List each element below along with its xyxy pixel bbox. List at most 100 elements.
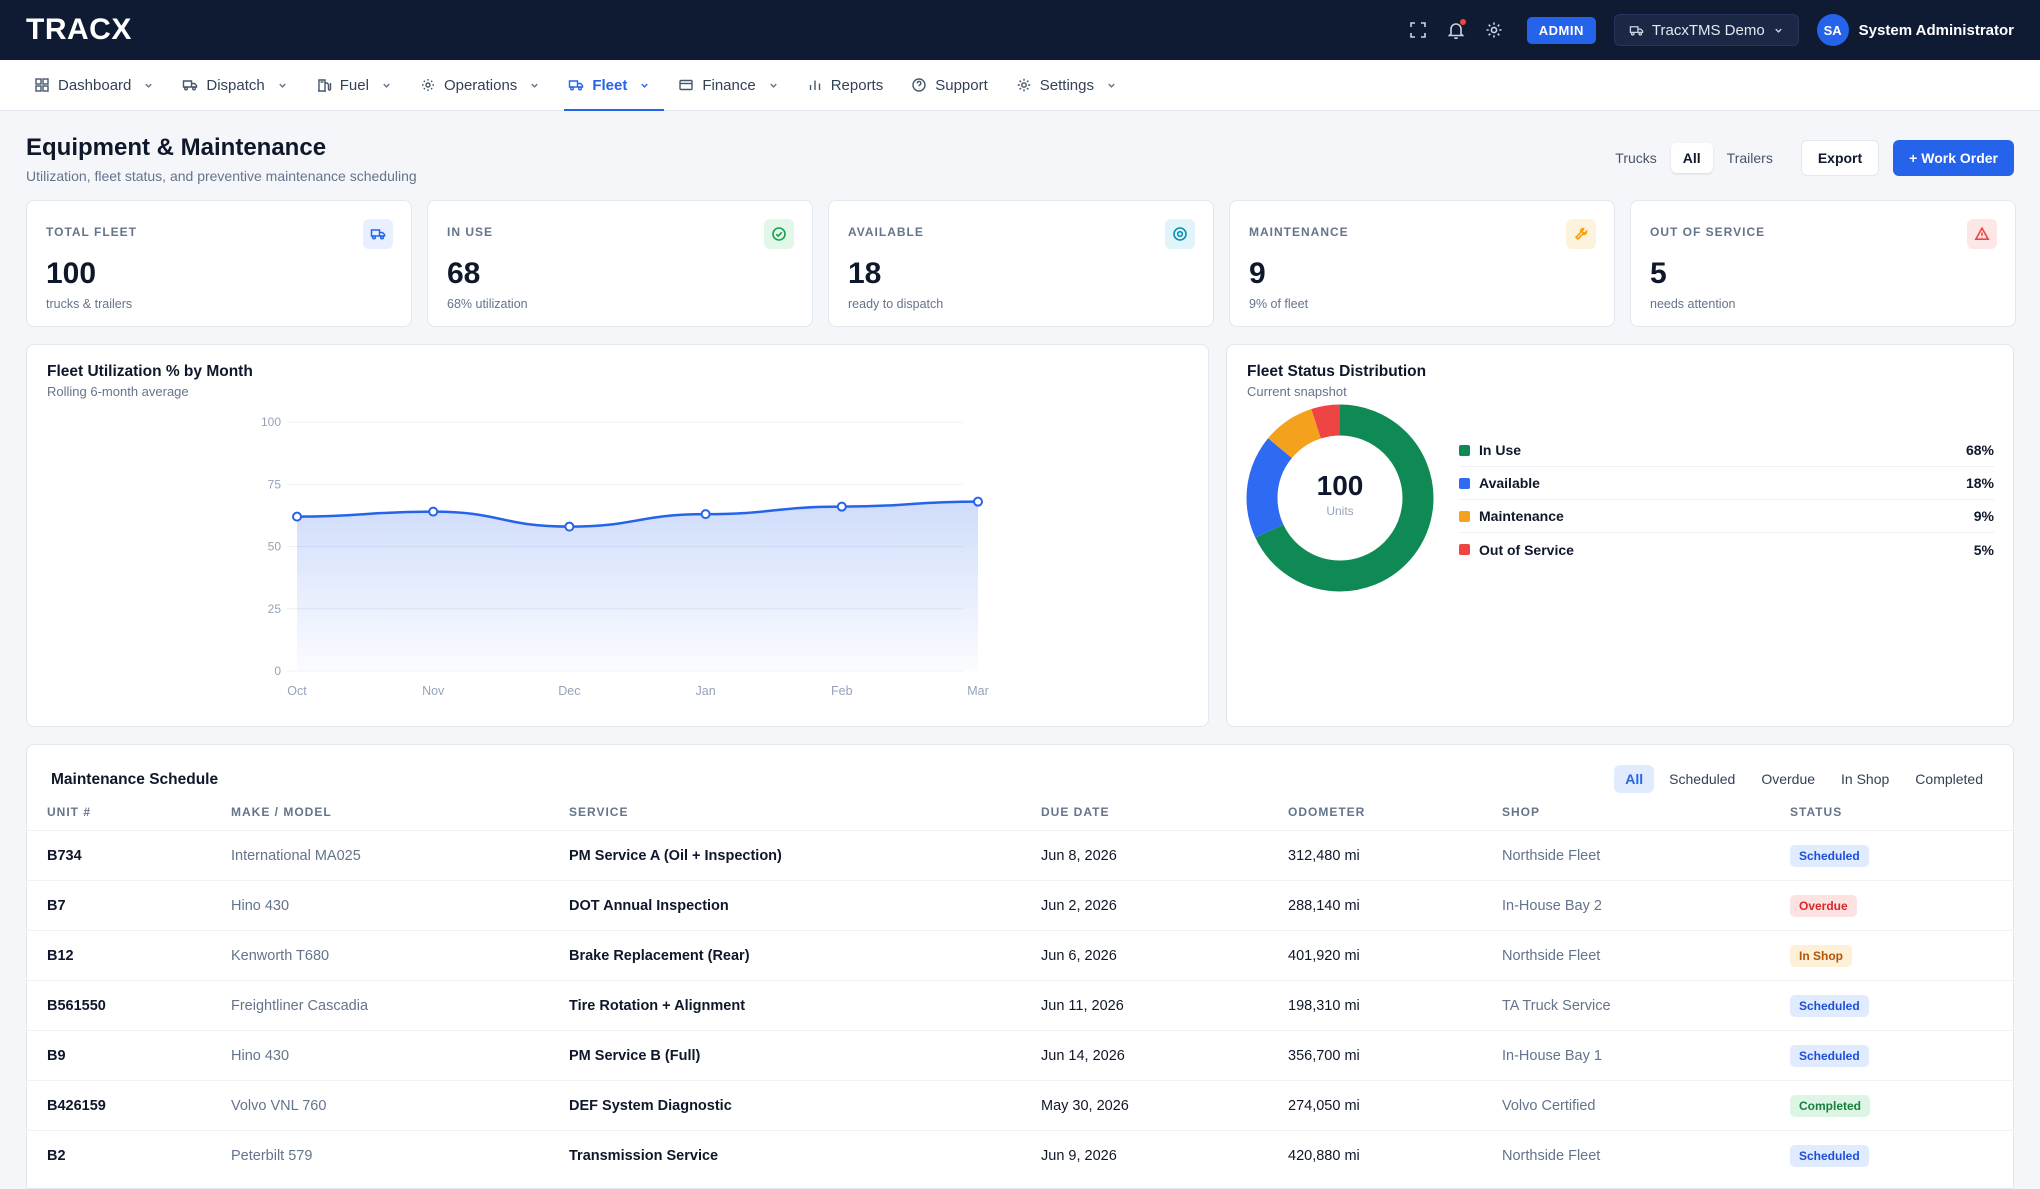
cell-shop: Volvo Certified bbox=[1502, 1098, 1596, 1114]
nav-finance[interactable]: Finance bbox=[664, 60, 792, 110]
kpi-note: 9% of fleet bbox=[1249, 297, 1309, 311]
filter-scheduled[interactable]: Scheduled bbox=[1669, 771, 1736, 787]
tenant-selector[interactable]: TracxTMS Demo bbox=[1613, 14, 1799, 46]
legend-value: 68% bbox=[1965, 442, 1994, 458]
column-header-odometer[interactable]: ODOMETER bbox=[1288, 805, 1366, 819]
x-tick-label: Mar bbox=[967, 684, 989, 698]
column-header-unit[interactable]: UNIT # bbox=[47, 805, 92, 819]
utilization-panel: Fleet Utilization % by Month Rolling 6-m… bbox=[26, 344, 1209, 727]
kpi-note: ready to dispatch bbox=[848, 297, 944, 311]
table-row[interactable]: B734 International MA025 PM Service A (Oil… bbox=[26, 830, 2014, 880]
donut-slice-out-of-service[interactable] bbox=[1246, 404, 1434, 592]
cell-service: Tire Rotation + Alignment bbox=[569, 998, 746, 1014]
segment-trucks[interactable]: Trucks bbox=[1615, 150, 1657, 166]
column-header-model[interactable]: MAKE / MODEL bbox=[231, 805, 332, 819]
cell-status: Scheduled bbox=[1790, 1131, 1869, 1181]
truck-icon bbox=[1629, 25, 1644, 36]
table-row[interactable]: B561550 Freightliner Cascadia Tire Rotatio… bbox=[26, 980, 2014, 1030]
kpi-card-total-fleet: TOTAL FLEET 100 trucks & trailers bbox=[26, 200, 412, 327]
kpi-label: AVAILABLE bbox=[848, 225, 924, 239]
kpi-label: MAINTENANCE bbox=[1249, 225, 1349, 239]
chevron-down-icon bbox=[1774, 28, 1782, 33]
cell-status: In Shop bbox=[1790, 931, 1852, 981]
y-tick-label: 50 bbox=[268, 540, 282, 554]
status-badge: Scheduled bbox=[1790, 1045, 1869, 1067]
wrench-icon bbox=[1566, 219, 1596, 249]
table-row[interactable]: B426159 Volvo VNL 760 DEF System Diagnosti… bbox=[26, 1080, 2014, 1130]
column-header-status[interactable]: STATUS bbox=[1790, 805, 1843, 819]
cell-unit: B426159 bbox=[47, 1098, 106, 1114]
column-header-due-date[interactable]: DUE DATE bbox=[1041, 805, 1110, 819]
cell-status: Overdue bbox=[1790, 881, 1857, 931]
cell-model: Hino 430 bbox=[231, 898, 290, 914]
maintenance-filters: All Scheduled Overdue In Shop Completed bbox=[1614, 765, 1994, 793]
cell-service: Transmission Service bbox=[569, 1148, 719, 1164]
donut-center-label: Units bbox=[1326, 504, 1354, 518]
equipment-type-toggle: Trucks All Trailers bbox=[1603, 143, 1785, 173]
export-button[interactable]: Export bbox=[1800, 140, 1880, 176]
segment-trailers[interactable]: Trailers bbox=[1726, 150, 1773, 166]
check-circle-icon bbox=[764, 219, 794, 249]
fullscreen-icon[interactable] bbox=[1407, 19, 1429, 41]
nav-support[interactable]: Support bbox=[897, 60, 1002, 110]
nav-dispatch[interactable]: Dispatch bbox=[168, 60, 301, 110]
user-menu[interactable]: SA System Administrator bbox=[1816, 14, 2014, 46]
legend-value: 5% bbox=[1973, 541, 1994, 558]
nav-label: Settings bbox=[1039, 76, 1094, 94]
user-name: System Administrator bbox=[1858, 21, 2014, 39]
chevron-down-icon bbox=[383, 83, 390, 88]
data-point bbox=[700, 509, 711, 520]
legend-item-in-use: In Use 68% bbox=[1459, 434, 1994, 467]
filter-in-shop[interactable]: In Shop bbox=[1841, 771, 1890, 787]
cell-due-date: Jun 8, 2026 bbox=[1041, 848, 1117, 864]
column-header-service[interactable]: SERVICE bbox=[569, 805, 629, 819]
top-bar: TRACX ADMIN TracxTMS Demo SA System Admi… bbox=[0, 0, 2040, 60]
cell-unit: B12 bbox=[47, 948, 74, 964]
donut-center-value: 100 bbox=[1316, 470, 1364, 501]
utilization-chart-subtitle: Rolling 6-month average bbox=[47, 384, 189, 399]
nav-fuel[interactable]: Fuel bbox=[302, 60, 406, 110]
cell-unit: B9 bbox=[47, 1048, 66, 1064]
table-row[interactable]: B9 Hino 430 PM Service B (Full) Jun 14, 202… bbox=[26, 1030, 2014, 1080]
bell-icon[interactable] bbox=[1445, 19, 1467, 41]
filter-overdue[interactable]: Overdue bbox=[1761, 771, 1816, 787]
donut-slice-available[interactable] bbox=[1246, 404, 1434, 592]
cell-unit: B734 bbox=[47, 848, 82, 864]
add-work-order-button[interactable]: + Work Order bbox=[1893, 140, 2014, 176]
series-line bbox=[296, 500, 979, 528]
gear-icon[interactable] bbox=[1483, 19, 1505, 41]
chevron-down-icon bbox=[1108, 83, 1115, 88]
nav-label: Reports bbox=[830, 76, 884, 94]
status-badge: Scheduled bbox=[1790, 995, 1869, 1017]
segment-all[interactable]: All bbox=[1670, 143, 1713, 173]
data-point bbox=[292, 511, 302, 522]
nav-dashboard[interactable]: Dashboard bbox=[20, 60, 168, 110]
table-row[interactable]: B2 Peterbilt 579 Transmission Service Jun 9… bbox=[26, 1130, 2014, 1180]
chevron-down-icon bbox=[769, 83, 777, 88]
cell-service: DOT Annual Inspection bbox=[569, 898, 729, 914]
legend-swatch bbox=[1459, 544, 1470, 555]
legend-item-out-of-service: Out of Service 5% bbox=[1459, 533, 1994, 566]
data-point bbox=[973, 496, 983, 507]
app-logo[interactable]: TRACX bbox=[26, 13, 132, 46]
page-header: Equipment & Maintenance Utilization, fle… bbox=[26, 134, 417, 184]
data-point bbox=[564, 521, 575, 532]
data-point bbox=[428, 506, 439, 517]
column-header-shop[interactable]: SHOP bbox=[1502, 805, 1541, 819]
nav-operations[interactable]: Operations bbox=[406, 60, 554, 110]
filter-all[interactable]: All bbox=[1614, 765, 1655, 793]
nav-fleet[interactable]: Fleet bbox=[554, 60, 665, 111]
avatar: SA bbox=[1816, 14, 1849, 46]
table-row[interactable]: B12 Kenworth T680 Brake Replacement (Rear)… bbox=[26, 930, 2014, 980]
cell-status: Completed bbox=[1790, 1081, 1871, 1131]
nav-settings[interactable]: Settings bbox=[1002, 60, 1131, 110]
cell-shop: Northside Fleet bbox=[1502, 848, 1601, 864]
filter-completed[interactable]: Completed bbox=[1915, 771, 1983, 787]
nav-reports[interactable]: Reports bbox=[793, 60, 898, 110]
cell-shop: Northside Fleet bbox=[1502, 948, 1601, 964]
data-point bbox=[836, 501, 847, 512]
kpi-value: 9 bbox=[1249, 257, 1266, 290]
nav-label: Dispatch bbox=[206, 76, 265, 94]
cell-model: Kenworth T680 bbox=[231, 948, 330, 964]
table-row[interactable]: B7 Hino 430 DOT Annual Inspection Jun 2, 20… bbox=[26, 880, 2014, 930]
